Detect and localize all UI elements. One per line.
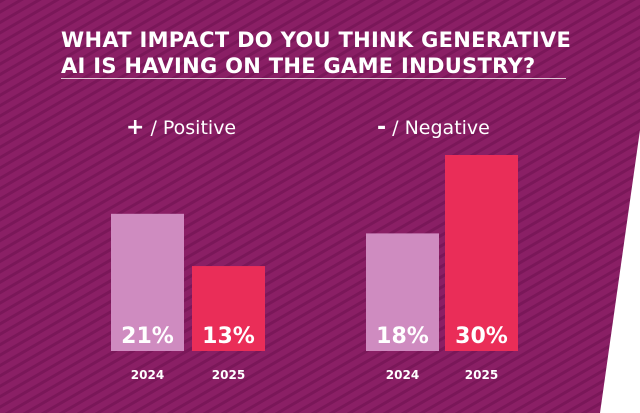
year-label-negative-2025: 2025: [465, 368, 498, 382]
bar-value-label-positive-2025: 13%: [202, 324, 255, 349]
group-label-negative-text: / Negative: [392, 117, 490, 139]
bar-positive-2024: [111, 213, 184, 351]
group-label-negative: - / Negative: [377, 115, 490, 140]
bar-value-label-negative-2025: 30%: [455, 324, 508, 349]
chart-title-line-1: WHAT IMPACT DO YOU THINK GENERATIVE: [61, 28, 572, 52]
year-label-positive-2025: 2025: [212, 368, 245, 382]
title-divider: [61, 78, 566, 79]
bar-value-label-positive-2024: 21%: [121, 324, 174, 349]
minus-icon: -: [377, 115, 387, 140]
white-corner-shape: [600, 130, 640, 413]
bar-negative-2025: [445, 155, 518, 351]
plus-icon: +: [126, 115, 145, 140]
bar-positive-2025: [192, 266, 265, 351]
bar-value-label-negative-2024: 18%: [376, 324, 429, 349]
bar-negative-2024: [366, 233, 439, 351]
year-label-negative-2024: 2024: [386, 368, 419, 382]
group-label-positive: + / Positive: [126, 115, 237, 140]
year-label-positive-2024: 2024: [131, 368, 164, 382]
group-label-positive-text: / Positive: [150, 117, 237, 139]
chart-title-line-2: AI IS HAVING ON THE GAME INDUSTRY?: [61, 54, 536, 78]
